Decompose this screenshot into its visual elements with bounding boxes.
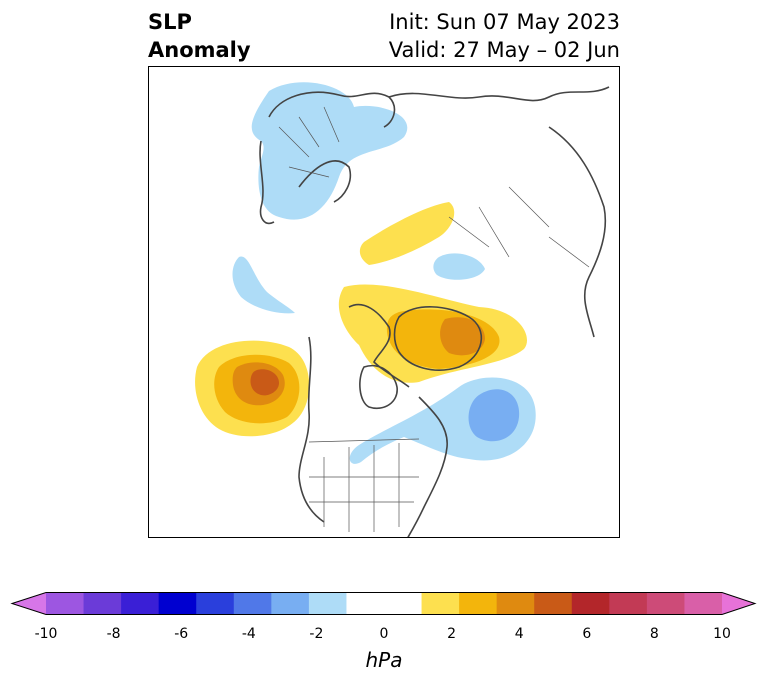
colorbar-segment [384,592,423,615]
political-borders [278,106,590,532]
valid-range: Valid: 27 May – 02 Jun [388,38,620,62]
colorbar-tick-label: -10 [34,626,58,642]
title-subtitle: Anomaly [148,38,251,62]
colorbar-segment [459,592,498,615]
colorbar-tick-label: -2 [309,626,324,642]
colorbar-tick-label: -6 [174,626,189,642]
anomaly-map [148,66,620,538]
colorbar-segment [421,592,460,615]
colorbar-tick-label: 2 [447,626,457,642]
border-europe [278,106,340,178]
colorbar-segments [12,592,755,615]
colorbar-segment [609,592,648,615]
colorbar-tick-label: 4 [514,626,524,642]
colorbar-tick-label: 10 [713,626,731,642]
coast-asia-east [548,126,607,338]
border-us-states [309,443,419,532]
colorbar-segment [534,592,573,615]
title-variable: SLP [148,10,192,34]
colorbar-segment [83,592,122,615]
positive-anomaly-fills [195,202,527,437]
border-us-canada [308,438,420,443]
colorbar-segment [46,592,85,615]
map-title: SLP Anomaly [148,8,251,64]
coast-hudson-bay [359,365,398,409]
colorbar-segment [158,592,197,615]
colorbar-segment [121,592,160,615]
anomaly-fill-atlantic-neg-inner [468,389,520,442]
coastlines [259,86,610,537]
coast-russia-arctic [388,86,610,102]
anomaly-fill-pacific-neg [232,256,295,314]
colorbar [10,592,757,615]
anomaly-fill-greenland-pos-strong [440,317,485,356]
colorbar-outline [10,592,757,615]
colorbar-tick-label: 6 [582,626,592,642]
forecast-info: Init: Sun 07 May 2023 Valid: 27 May – 02… [389,8,620,64]
colorbar-tick-label: 0 [379,626,389,642]
colorbar-segment [496,592,535,615]
colorbar-segment [571,592,610,615]
coast-north-america-west [298,336,325,523]
colorbar-segment [233,592,272,615]
colorbar-segment [346,592,385,615]
colorbar-segment [196,592,235,615]
colorbar-extend-high [722,592,755,615]
colorbar-extend-low [12,592,46,615]
colorbar-tick-label: 8 [649,626,659,642]
colorbar-segment [308,592,347,615]
colorbar-segment [684,592,723,615]
colorbar-segment [646,592,685,615]
border-asia [448,186,590,268]
coast-scandinavia [298,160,352,203]
init-date: Init: Sun 07 May 2023 [389,10,620,34]
coast-greenland [393,306,483,371]
negative-anomaly-fills [232,82,536,464]
coast-europe [259,91,396,225]
anomaly-fill-europe-neg [251,82,408,220]
anomaly-fill-siberia-neg [433,253,485,280]
coast-north-america-east [407,396,448,537]
colorbar-tick-label: -8 [106,626,121,642]
map-canvas [195,82,610,537]
colorbar-segment [271,592,310,615]
anomaly-fill-pacific-pos-max [250,369,279,396]
colorbar-tick-label: -4 [241,626,256,642]
anomaly-fill-siberia-pos [359,202,455,265]
colorbar-unit: hPa [365,648,403,672]
